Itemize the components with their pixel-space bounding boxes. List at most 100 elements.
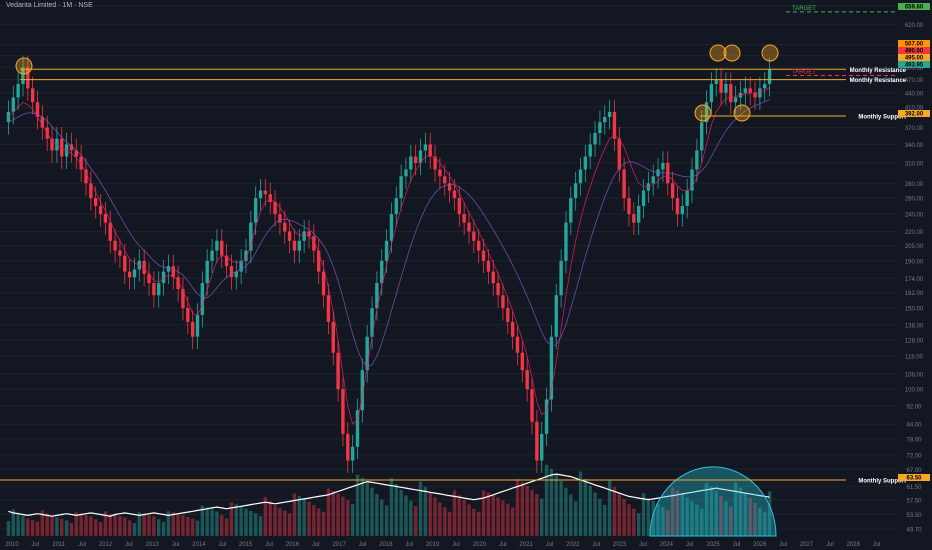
candle-body <box>215 240 219 251</box>
candle-body <box>423 144 428 151</box>
volume-bar <box>40 510 45 536</box>
candle-body <box>35 102 40 117</box>
volume-bar <box>753 503 757 536</box>
volume-bar <box>767 491 772 536</box>
volume-bar <box>675 490 680 536</box>
candle-body <box>758 88 762 98</box>
y-tick-label: 138.00 <box>905 323 924 329</box>
price-tag-label: 507.00 <box>905 42 924 48</box>
x-tick-label: 2014 <box>192 542 206 548</box>
candle-body <box>147 273 151 284</box>
chart-title: Vedanta Limited · 1M · NSE <box>6 2 93 9</box>
candle-body <box>612 111 617 139</box>
candle-body <box>118 250 122 256</box>
x-tick-label: Jul <box>405 542 413 548</box>
candle-body <box>336 352 340 390</box>
x-tick-label: Jul <box>592 542 600 548</box>
volume-bar <box>719 496 723 536</box>
x-tick-label: 2013 <box>146 542 160 548</box>
candle-body <box>530 389 534 422</box>
y-tick-label: 260.00 <box>905 197 924 203</box>
volume-bar <box>501 500 505 536</box>
candle-body <box>312 236 316 251</box>
y-tick-label: 280.00 <box>905 182 924 188</box>
volume-bar <box>326 488 331 536</box>
candle-body <box>123 255 127 272</box>
volume-bar <box>331 490 335 536</box>
volume-bar <box>656 503 660 536</box>
candle-body <box>253 198 258 223</box>
price-tag-label: 493.95 <box>905 63 924 69</box>
volume-bar <box>573 501 578 536</box>
volume-bar <box>118 515 122 536</box>
volume-bar <box>433 497 437 536</box>
volume-bar <box>50 516 54 536</box>
volume-bar <box>190 518 195 536</box>
candle-body <box>11 97 15 112</box>
y-tick-label: 370.00 <box>905 126 924 132</box>
x-tick-label: Jul <box>639 542 647 548</box>
candle-body <box>564 222 568 261</box>
volume-bar <box>384 505 389 536</box>
candle-body <box>142 260 146 274</box>
candle-body <box>598 122 602 134</box>
volume-bar <box>26 518 30 536</box>
candle-body <box>583 156 588 170</box>
x-tick-label: Jul <box>32 542 40 548</box>
volume-bar <box>229 502 234 536</box>
volume-bar <box>60 518 64 536</box>
volume-bar <box>564 487 568 536</box>
volume-bar <box>103 511 108 536</box>
x-tick-label: 2020 <box>473 542 487 548</box>
x-tick-label: 2017 <box>332 542 346 548</box>
price-tag-label: 659.60 <box>905 5 924 11</box>
candle-body <box>515 336 520 353</box>
x-tick-label: Jul <box>218 542 226 548</box>
volume-bar <box>588 485 592 536</box>
price-tag-label: 490.00 <box>905 49 924 55</box>
x-tick-label: Jul <box>873 542 881 548</box>
target-label: TARGET <box>792 6 816 12</box>
volume-bar <box>409 500 413 536</box>
candle-body <box>394 198 398 215</box>
y-tick-label: 72.00 <box>906 453 922 459</box>
volume-bar <box>559 481 563 536</box>
volume-bar <box>249 510 253 536</box>
volume-bar <box>205 507 209 536</box>
y-tick-label: 49.70 <box>906 528 922 534</box>
candle-body <box>438 169 442 177</box>
volume-bar <box>404 495 408 536</box>
volume-bar <box>283 510 287 536</box>
volume-bar <box>292 493 297 536</box>
candle-body <box>365 336 369 371</box>
candle-body <box>753 92 757 98</box>
candle-body <box>476 240 481 251</box>
volume-bar <box>69 523 74 536</box>
volume-bar <box>258 516 263 536</box>
x-tick-label: 2028 <box>847 542 861 548</box>
volume-bar <box>336 493 340 536</box>
candle-body <box>190 321 195 337</box>
candle-body <box>651 176 655 184</box>
volume-bar <box>171 512 175 536</box>
y-tick-label: 78.00 <box>906 437 922 443</box>
volume-bar <box>515 479 520 536</box>
volume-bar <box>530 489 534 536</box>
candle-body <box>127 271 132 278</box>
volume-bar <box>108 514 112 536</box>
volume-bar <box>360 477 365 536</box>
volume-bar <box>481 490 486 536</box>
candle-body <box>491 271 495 284</box>
candle-body <box>195 314 200 337</box>
x-tick-label: 2026 <box>753 542 767 548</box>
candle-body <box>74 150 78 157</box>
candle-body <box>467 222 471 232</box>
candle-body <box>302 231 306 241</box>
candle-body <box>733 97 738 103</box>
candle-body <box>443 176 447 184</box>
candle-body <box>249 222 253 251</box>
volume-bar <box>758 507 762 536</box>
volume-bar <box>646 497 651 536</box>
candle-body <box>355 410 360 447</box>
